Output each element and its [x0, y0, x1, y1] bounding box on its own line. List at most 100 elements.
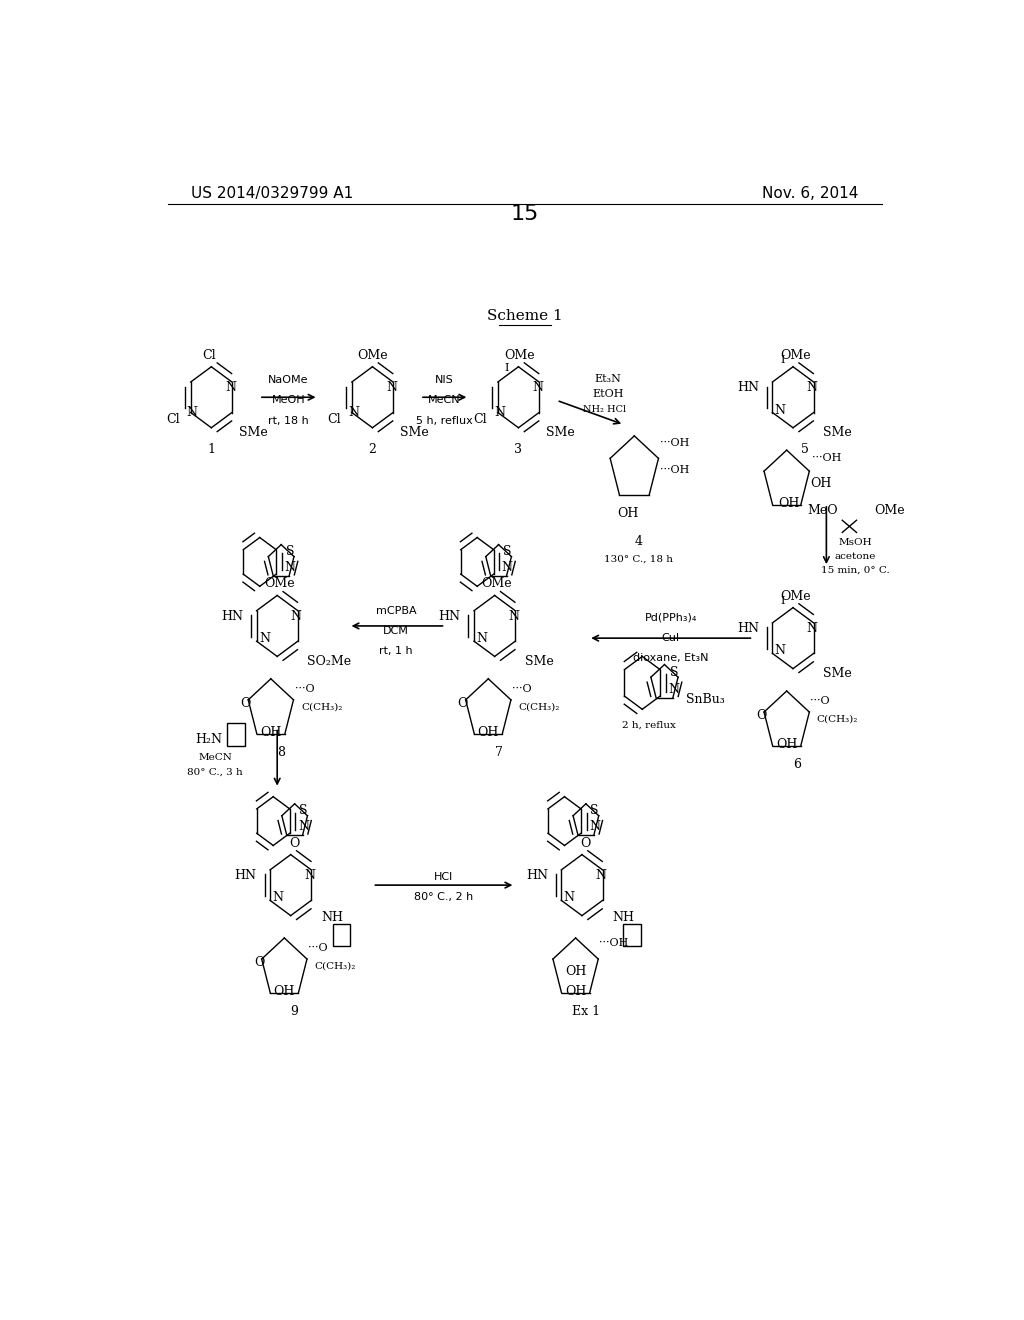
Text: N: N [386, 381, 397, 395]
Text: N: N [494, 405, 505, 418]
Text: HCl: HCl [434, 873, 454, 882]
Text: Pd(PPh₃)₄: Pd(PPh₃)₄ [645, 612, 697, 623]
Text: 4: 4 [634, 535, 642, 548]
Text: OMe: OMe [264, 577, 295, 590]
Text: HN: HN [737, 622, 759, 635]
Text: N: N [564, 891, 574, 904]
Text: 5: 5 [801, 444, 809, 457]
Text: 15 min, 0° C.: 15 min, 0° C. [820, 566, 889, 576]
Text: OH: OH [811, 477, 831, 490]
Text: Scheme 1: Scheme 1 [487, 309, 562, 323]
Text: SMe: SMe [240, 426, 268, 438]
Text: 2 h, reflux: 2 h, reflux [622, 721, 676, 730]
Text: O: O [254, 957, 264, 969]
Text: N: N [502, 561, 513, 574]
Text: ···O: ···O [811, 696, 830, 706]
Text: NIS: NIS [435, 375, 454, 385]
Text: ···OH: ···OH [812, 453, 842, 463]
Text: OMe: OMe [481, 577, 512, 590]
Text: 9: 9 [291, 1006, 299, 1018]
Text: Cl: Cl [202, 348, 216, 362]
Text: SMe: SMe [823, 426, 852, 438]
Text: SMe: SMe [823, 667, 852, 680]
Text: N: N [259, 632, 270, 645]
Text: OMe: OMe [357, 348, 388, 362]
Text: SMe: SMe [400, 426, 429, 438]
Text: N: N [807, 381, 817, 395]
Text: HN: HN [234, 869, 257, 882]
Text: OH: OH [778, 498, 800, 510]
Text: HN: HN [221, 610, 243, 623]
Text: N: N [589, 820, 600, 833]
Text: SMe: SMe [524, 655, 554, 668]
Text: O: O [581, 837, 591, 850]
Text: 6: 6 [793, 758, 801, 771]
Text: OMe: OMe [873, 504, 904, 517]
Text: C(CH₃)₂: C(CH₃)₂ [314, 961, 356, 970]
Text: S: S [591, 804, 599, 817]
Text: I: I [780, 595, 785, 606]
Text: HN: HN [525, 869, 548, 882]
Text: OMe: OMe [780, 590, 811, 602]
Text: N: N [272, 891, 284, 904]
Text: OH: OH [776, 738, 798, 751]
Text: 3: 3 [514, 444, 522, 457]
Text: C(CH₃)₂: C(CH₃)₂ [817, 714, 858, 723]
Text: N: N [285, 561, 295, 574]
Text: N: N [775, 404, 785, 417]
Text: I: I [505, 363, 509, 372]
Text: rt, 18 h: rt, 18 h [268, 416, 308, 425]
Text: N: N [225, 381, 236, 395]
Text: acetone: acetone [835, 552, 876, 561]
Text: Et₃N: Et₃N [595, 374, 622, 384]
Text: O: O [756, 709, 767, 722]
Text: S: S [670, 665, 678, 678]
Text: NaOMe: NaOMe [268, 375, 308, 385]
Text: C(CH₃)₂: C(CH₃)₂ [518, 702, 560, 711]
Text: OH: OH [565, 965, 587, 978]
Text: DCM: DCM [383, 626, 410, 636]
Text: N: N [348, 405, 358, 418]
Text: 80° C., 2 h: 80° C., 2 h [415, 892, 473, 903]
Text: OMe: OMe [780, 348, 811, 362]
Text: N: N [304, 869, 315, 882]
Text: N: N [291, 610, 302, 623]
Text: MeCN: MeCN [199, 754, 232, 762]
Text: MsOH: MsOH [838, 537, 871, 546]
Text: Cl: Cl [327, 413, 341, 425]
Text: Cl: Cl [166, 413, 179, 425]
Text: OH: OH [260, 726, 282, 739]
Text: CuI: CuI [662, 634, 680, 643]
Text: NH: NH [612, 911, 634, 924]
Text: 1: 1 [207, 444, 215, 457]
Text: 130° C., 18 h: 130° C., 18 h [604, 554, 673, 564]
Text: OH: OH [477, 726, 499, 739]
Text: ···OH: ···OH [659, 466, 689, 475]
Text: OH: OH [565, 985, 587, 998]
Text: MeCN: MeCN [428, 395, 461, 405]
Text: Nov. 6, 2014: Nov. 6, 2014 [762, 186, 858, 202]
Text: OMe: OMe [505, 348, 536, 362]
Text: Ex 1: Ex 1 [571, 1006, 600, 1018]
Text: SO₂Me: SO₂Me [307, 655, 351, 668]
Text: ···OH: ···OH [599, 939, 629, 948]
Text: 8: 8 [278, 746, 285, 759]
Text: 7: 7 [495, 746, 503, 759]
Text: O: O [241, 697, 251, 710]
Text: SnBu₃: SnBu₃ [686, 693, 725, 706]
Text: OH: OH [273, 985, 295, 998]
Text: NH₂ HCl: NH₂ HCl [583, 405, 626, 414]
Text: N: N [669, 682, 680, 696]
Text: ···O: ···O [308, 944, 328, 953]
Text: O: O [290, 837, 300, 850]
Text: 2: 2 [369, 444, 377, 457]
Text: Cl: Cl [473, 413, 486, 425]
Text: ···OH: ···OH [659, 438, 689, 447]
Text: N: N [298, 820, 309, 833]
Text: HN: HN [737, 381, 759, 395]
Text: mCPBA: mCPBA [376, 606, 417, 615]
Text: OH: OH [617, 507, 639, 520]
Text: N: N [775, 644, 785, 657]
Text: EtOH: EtOH [592, 389, 624, 399]
Text: S: S [299, 804, 307, 817]
